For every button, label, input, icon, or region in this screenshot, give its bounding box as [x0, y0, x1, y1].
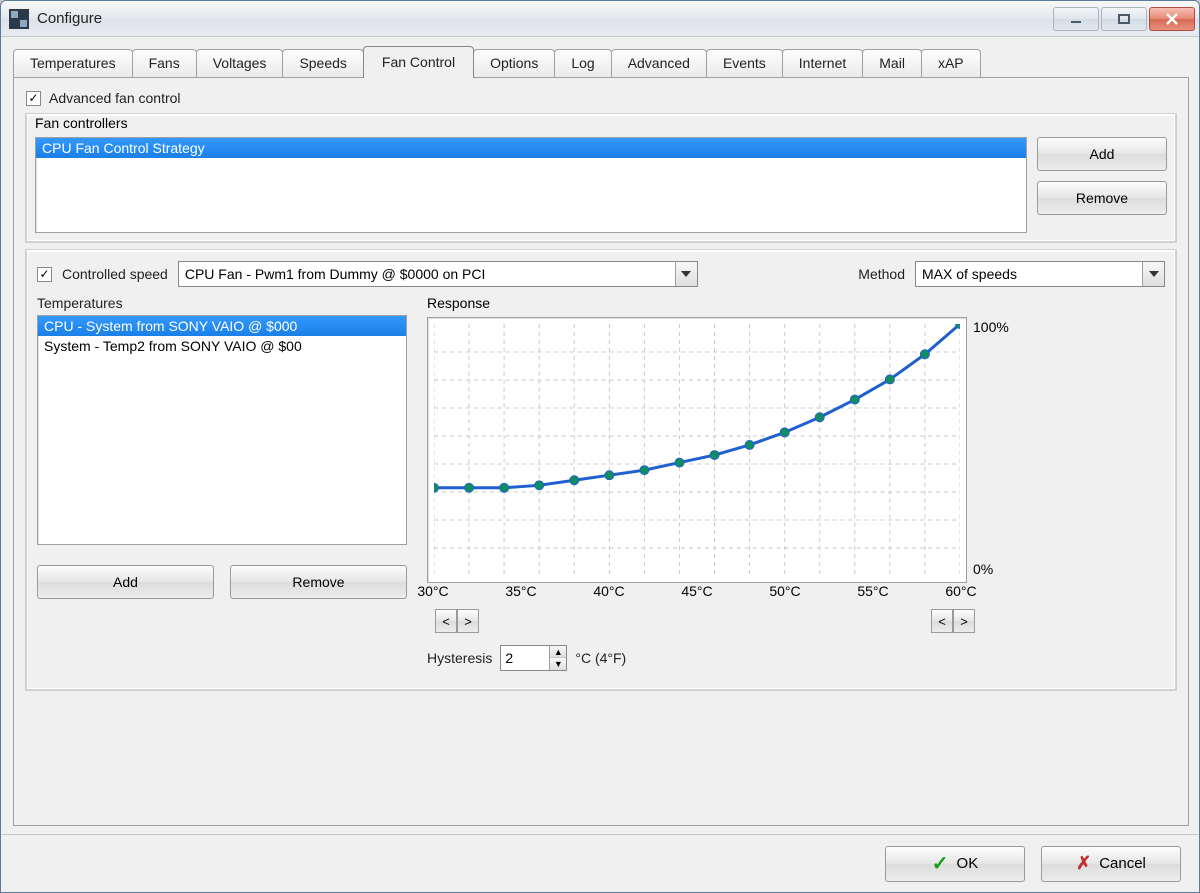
close-icon	[1165, 12, 1179, 26]
tab-voltages[interactable]: Voltages	[196, 49, 284, 77]
tab-temperatures[interactable]: Temperatures	[13, 49, 133, 77]
method-combo[interactable]: MAX of speeds	[915, 261, 1165, 287]
xtick-label: 40°C	[593, 583, 624, 599]
xtick-label: 30°C	[417, 583, 448, 599]
configure-window: Configure TemperaturesFansVoltagesSpeeds…	[0, 0, 1200, 893]
dialog-footer: ✓ OK ✗ Cancel	[1, 834, 1199, 892]
tab-xap[interactable]: xAP	[921, 49, 981, 77]
advanced-fan-control-checkbox[interactable]: ✓	[26, 91, 41, 106]
temperatures-remove-button[interactable]: Remove	[230, 565, 407, 599]
check-icon: ✓	[932, 851, 949, 876]
chevron-down-icon	[675, 262, 697, 286]
tab-fans[interactable]: Fans	[132, 49, 197, 77]
fan-controllers-group: Fan controllers CPU Fan Control Strategy…	[26, 114, 1176, 242]
chart-ybottom-label: 0%	[973, 561, 1009, 577]
ok-button[interactable]: ✓ OK	[885, 846, 1025, 882]
close-button[interactable]	[1149, 7, 1195, 31]
minimize-button[interactable]	[1053, 7, 1099, 31]
xtick-label: 60°C	[945, 583, 976, 599]
hysteresis-input[interactable]	[501, 646, 549, 670]
xtick-label: 50°C	[769, 583, 800, 599]
hysteresis-spinner[interactable]: ▲ ▼	[500, 645, 567, 671]
hysteresis-label: Hysteresis	[427, 650, 492, 666]
response-label: Response	[427, 295, 1165, 311]
fan-controllers-label: Fan controllers	[35, 115, 1167, 131]
app-icon	[9, 9, 29, 29]
list-item[interactable]: System - Temp2 from SONY VAIO @ $00	[38, 336, 406, 356]
tab-events[interactable]: Events	[706, 49, 783, 77]
list-item[interactable]: CPU Fan Control Strategy	[36, 138, 1026, 158]
xtick-label: 55°C	[857, 583, 888, 599]
response-chart[interactable]	[427, 317, 967, 583]
advanced-fan-control-label: Advanced fan control	[49, 90, 181, 106]
chart-xaxis-ticks: 30°C35°C40°C45°C50°C55°C60°C	[433, 583, 961, 605]
hysteresis-suffix: °C (4°F)	[575, 650, 626, 666]
controlled-speed-label: Controlled speed	[62, 266, 168, 282]
tab-log[interactable]: Log	[554, 49, 611, 77]
xrange-right-dec-button[interactable]: <	[931, 609, 953, 633]
tab-fan-control[interactable]: Fan Control	[363, 46, 474, 78]
chart-ytop-label: 100%	[973, 319, 1009, 335]
hysteresis-down-button[interactable]: ▼	[550, 658, 566, 670]
temperatures-label: Temperatures	[37, 295, 407, 311]
maximize-icon	[1117, 12, 1131, 26]
x-icon: ✗	[1076, 853, 1091, 874]
temperatures-add-button[interactable]: Add	[37, 565, 214, 599]
maximize-button[interactable]	[1101, 7, 1147, 31]
hysteresis-up-button[interactable]: ▲	[550, 646, 566, 658]
tab-internet[interactable]: Internet	[782, 49, 863, 77]
titlebar[interactable]: Configure	[1, 1, 1199, 37]
xtick-label: 45°C	[681, 583, 712, 599]
list-item[interactable]: CPU - System from SONY VAIO @ $000	[38, 316, 406, 336]
controlled-speed-value: CPU Fan - Pwm1 from Dummy @ $0000 on PCI	[179, 266, 675, 282]
controlled-speed-combo[interactable]: CPU Fan - Pwm1 from Dummy @ $0000 on PCI	[178, 261, 698, 287]
controlled-speed-checkbox[interactable]: ✓	[37, 267, 52, 282]
fan-controllers-remove-button[interactable]: Remove	[1037, 181, 1167, 215]
method-label: Method	[858, 266, 905, 282]
xrange-left-inc-button[interactable]: >	[457, 609, 479, 633]
xrange-right-inc-button[interactable]: >	[953, 609, 975, 633]
temperatures-listbox[interactable]: CPU - System from SONY VAIO @ $000System…	[37, 315, 407, 545]
method-value: MAX of speeds	[916, 266, 1142, 282]
tabstrip: TemperaturesFansVoltagesSpeedsFan Contro…	[1, 37, 1199, 77]
tab-speeds[interactable]: Speeds	[282, 49, 363, 77]
tab-options[interactable]: Options	[473, 49, 555, 77]
fan-controllers-listbox[interactable]: CPU Fan Control Strategy	[35, 137, 1027, 233]
fan-control-panel: ✓ Advanced fan control Fan controllers C…	[13, 77, 1189, 826]
cancel-button[interactable]: ✗ Cancel	[1041, 846, 1181, 882]
xtick-label: 35°C	[505, 583, 536, 599]
xrange-left-dec-button[interactable]: <	[435, 609, 457, 633]
minimize-icon	[1069, 12, 1083, 26]
window-title: Configure	[37, 10, 102, 27]
tab-mail[interactable]: Mail	[862, 49, 922, 77]
fan-controllers-add-button[interactable]: Add	[1037, 137, 1167, 171]
tab-advanced[interactable]: Advanced	[611, 49, 707, 77]
strategy-group: ✓ Controlled speed CPU Fan - Pwm1 from D…	[26, 250, 1176, 690]
chevron-down-icon	[1142, 262, 1164, 286]
